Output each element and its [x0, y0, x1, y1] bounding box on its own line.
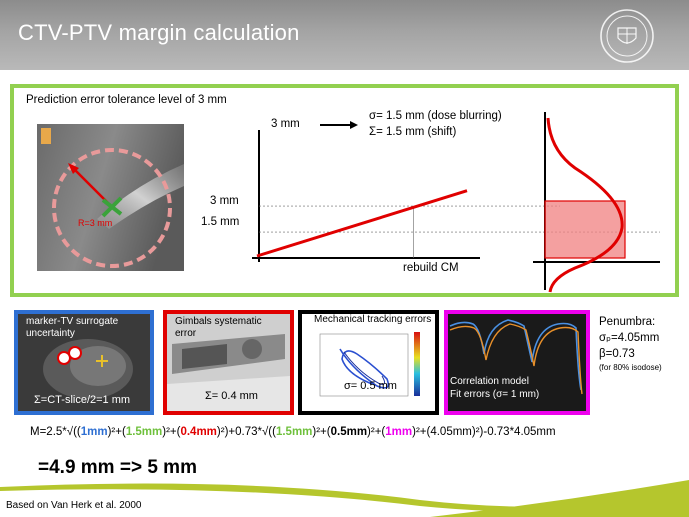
- sigma-text: σ= 1.5 mm (dose blurring): [369, 110, 502, 122]
- correlation-subtitle: Fit errors (σ= 1 mm): [450, 389, 540, 400]
- slide-header: CTV-PTV margin calculation: [0, 0, 689, 70]
- tracking-value: σ= 0.5 mm: [344, 380, 397, 392]
- ct-image: [37, 124, 184, 271]
- marker-panel: marker-TV surrogate uncertainty Σ=CT-sli…: [14, 310, 154, 415]
- prediction-label: Prediction error tolerance level of 3 mm: [26, 94, 227, 106]
- gimbals-value: Σ= 0.4 mm: [205, 390, 258, 402]
- marker-value: Σ=CT-slice/2=1 mm: [34, 394, 131, 406]
- penumbra-block: Penumbra: σₚ=4.05mm β=0.73 (for 80% isod…: [599, 314, 662, 374]
- marker-title: marker-TV surrogate uncertainty: [26, 316, 119, 339]
- university-seal-icon: [600, 9, 654, 63]
- arrowhead-icon: [350, 121, 358, 129]
- x-axis-label: rebuild CM: [403, 262, 459, 274]
- marker-image: [43, 339, 133, 399]
- tracking-title: Mechanical tracking errors: [314, 314, 432, 325]
- gimbals-title: Gimbals systematic error: [175, 316, 262, 339]
- tracking-plot: [319, 332, 420, 397]
- correlation-plot: [449, 319, 583, 395]
- y-tick-3mm: 3 mm: [210, 195, 239, 207]
- penumbra-title: Penumbra:: [599, 316, 656, 328]
- y-tick-1-5mm: 1.5 mm: [201, 216, 240, 228]
- penumbra-note: (for 80% isodose): [599, 363, 662, 372]
- legend-3mm: 3 mm: [271, 118, 300, 130]
- gimbals-image: [167, 314, 290, 411]
- penumbra-sigma: σₚ=4.05mm: [599, 332, 660, 344]
- radius-label: R=3 mm: [78, 218, 113, 228]
- tracking-panel: Mechanical tracking errors σ= 0.5 mm: [298, 310, 439, 415]
- correlation-title: Correlation model: [450, 376, 529, 387]
- distribution-bar: [544, 200, 626, 259]
- margin-formula: M=2.5*√((1mm)²+(1.5mm)²+(0.4mm)²)+0.73*√…: [30, 426, 556, 438]
- distribution-curve: [546, 117, 624, 293]
- correlation-panel: Correlation model Fit errors (σ= 1 mm): [444, 310, 590, 415]
- penumbra-beta: β=0.73: [599, 348, 635, 360]
- gimbals-panel: Gimbals systematic error Σ= 0.4 mm: [163, 310, 294, 415]
- footer-citation: Based on Van Herk et al. 2000: [6, 500, 142, 511]
- margin-result: =4.9 mm => 5 mm: [38, 457, 197, 478]
- slide-title: CTV-PTV margin calculation: [18, 20, 300, 45]
- series-line: [256, 189, 468, 258]
- Sigma-text: Σ= 1.5 mm (shift): [369, 126, 457, 138]
